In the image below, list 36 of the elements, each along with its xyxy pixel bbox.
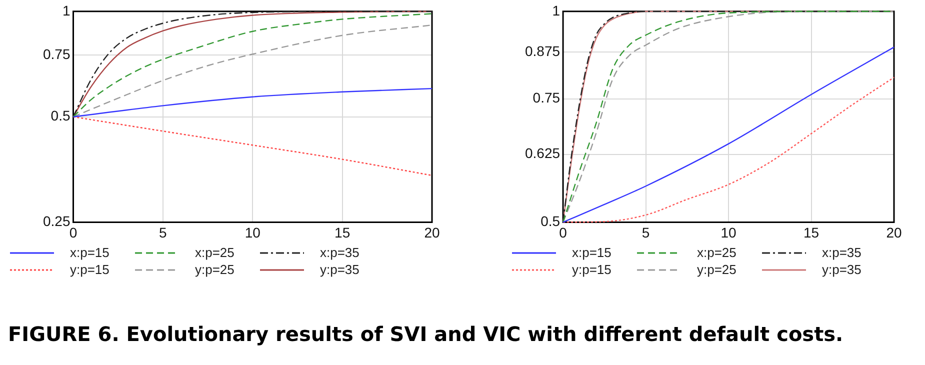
- legend-label: y:p=15: [70, 262, 110, 277]
- legend-label: y:p=35: [320, 262, 360, 277]
- legend-label: x:p=15: [70, 245, 110, 260]
- x-tick-label: 20: [886, 224, 902, 240]
- y-tick-label: 0.875: [524, 42, 560, 59]
- x-tick-label: 10: [244, 224, 261, 240]
- x-tick-label: 5: [159, 224, 168, 240]
- y-tick-label: 1: [62, 2, 70, 18]
- line-series: [562, 76, 895, 223]
- legend-label: y:p=25: [697, 262, 736, 277]
- x-tick-label: 0: [559, 224, 568, 240]
- legend-label: y:p=35: [822, 262, 862, 277]
- y-tick-label: 0.625: [524, 145, 560, 162]
- legend-label: x:p=35: [320, 245, 360, 260]
- y-tick-label: 1: [552, 2, 560, 18]
- y-tick-label: 0.75: [43, 46, 70, 62]
- x-tick-label: 10: [720, 224, 737, 240]
- legend-label: x:p=25: [195, 245, 234, 260]
- y-tick-label: 0.5: [50, 108, 70, 124]
- x-tick-label: 20: [424, 224, 440, 240]
- line-series: [562, 46, 895, 223]
- x-tick-label: 15: [803, 224, 820, 240]
- y-tick-label: 0.75: [532, 90, 560, 106]
- x-tick-label: 15: [334, 224, 350, 240]
- y-tick-label: 0.25: [43, 213, 70, 230]
- x-tick-label: 5: [642, 224, 650, 240]
- legend-label: x:p=15: [572, 245, 612, 260]
- line-series: [72, 116, 433, 176]
- caption: FIGURE 6. Evolutionary results of SVI and VIC with different default costs.: [8, 322, 844, 346]
- legend-label: y:p=15: [572, 262, 612, 277]
- legend-label: x:p=35: [822, 245, 862, 260]
- legend-label: x:p=25: [697, 245, 736, 260]
- x-tick-label: 0: [69, 224, 78, 240]
- line-series: [72, 88, 433, 118]
- y-tick-label: 0.5: [540, 213, 560, 230]
- legend-label: y:p=25: [195, 262, 234, 277]
